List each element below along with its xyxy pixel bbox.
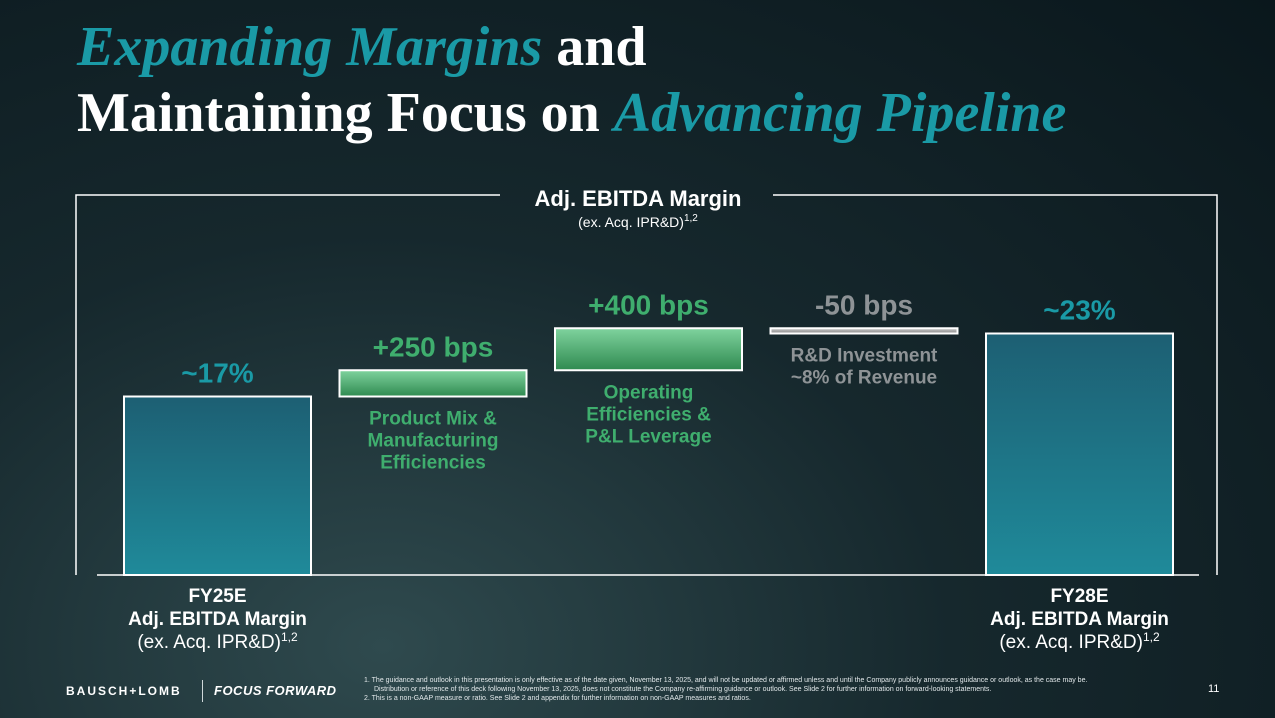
axis-label-5-line-3: (ex. Acq. IPR&D)1,2 [999, 630, 1160, 653]
title-plain-2: Maintaining Focus on [77, 82, 614, 144]
bar-desc-4-line-2: ~8% of Revenue [791, 368, 937, 389]
bar-value-label-1: ~17% [181, 358, 253, 389]
bar-4 [769, 327, 959, 335]
bar-desc-2-line-3: Efficiencies [380, 453, 486, 474]
bar-desc-4-line-1: R&D Investment [791, 346, 938, 367]
axis-label-5-line-1: FY28E [1050, 586, 1108, 607]
bar-desc-3-line-1: Operating [604, 382, 694, 403]
footnotes: 1. The guidance and outlook in this pres… [364, 676, 1104, 703]
brand-tagline: FOCUS FORWARD [214, 683, 337, 698]
slide-title: Expanding Margins and Maintaining Focus … [77, 14, 1066, 146]
chart-subtitle-text: (ex. Acq. IPR&D) [578, 214, 684, 230]
bar-value-label-3: +400 bps [588, 289, 709, 320]
bar-desc-3-line-2: Efficiencies & [586, 404, 711, 425]
logo-divider [202, 680, 203, 702]
axis-label-1-sup: 1,2 [281, 630, 298, 644]
bar-5 [985, 332, 1174, 576]
axis-label-1-line-1: FY25E [188, 586, 246, 607]
title-accent-2: Advancing Pipeline [613, 82, 1067, 144]
bar-3 [554, 327, 743, 372]
footnote-1: 1. The guidance and outlook in this pres… [364, 677, 1088, 693]
title-plain-1: and [542, 16, 647, 78]
axis-label-1-line-3: (ex. Acq. IPR&D)1,2 [137, 630, 298, 653]
chart-frame [75, 194, 1218, 575]
chart-title: Adj. EBITDA Margin [535, 186, 742, 211]
page-number: 11 [1208, 683, 1220, 695]
bar-2 [338, 369, 528, 398]
axis-label-5-sup: 1,2 [1143, 630, 1160, 644]
brand-logo: BAUSCH+LOMB [66, 684, 182, 698]
bar-desc-3-line-3: P&L Leverage [585, 426, 711, 447]
bar-desc-2-line-2: Manufacturing [368, 431, 499, 452]
bar-value-label-5: ~23% [1043, 295, 1115, 326]
bar-desc-2-line-1: Product Mix & [369, 409, 497, 430]
bar-value-label-2: +250 bps [373, 331, 494, 362]
title-accent-1: Expanding Margins [77, 16, 543, 78]
axis-label-5-line-2: Adj. EBITDA Margin [990, 609, 1169, 630]
axis-label-1-line-2: Adj. EBITDA Margin [128, 609, 307, 630]
footnote-2: 2. This is a non-GAAP measure or ratio. … [364, 695, 751, 702]
chart-subtitle-sup: 1,2 [684, 213, 698, 224]
bar-value-label-4: -50 bps [815, 289, 913, 320]
chart-subtitle: (ex. Acq. IPR&D)1,2 [578, 213, 698, 230]
bar-1 [123, 395, 312, 576]
